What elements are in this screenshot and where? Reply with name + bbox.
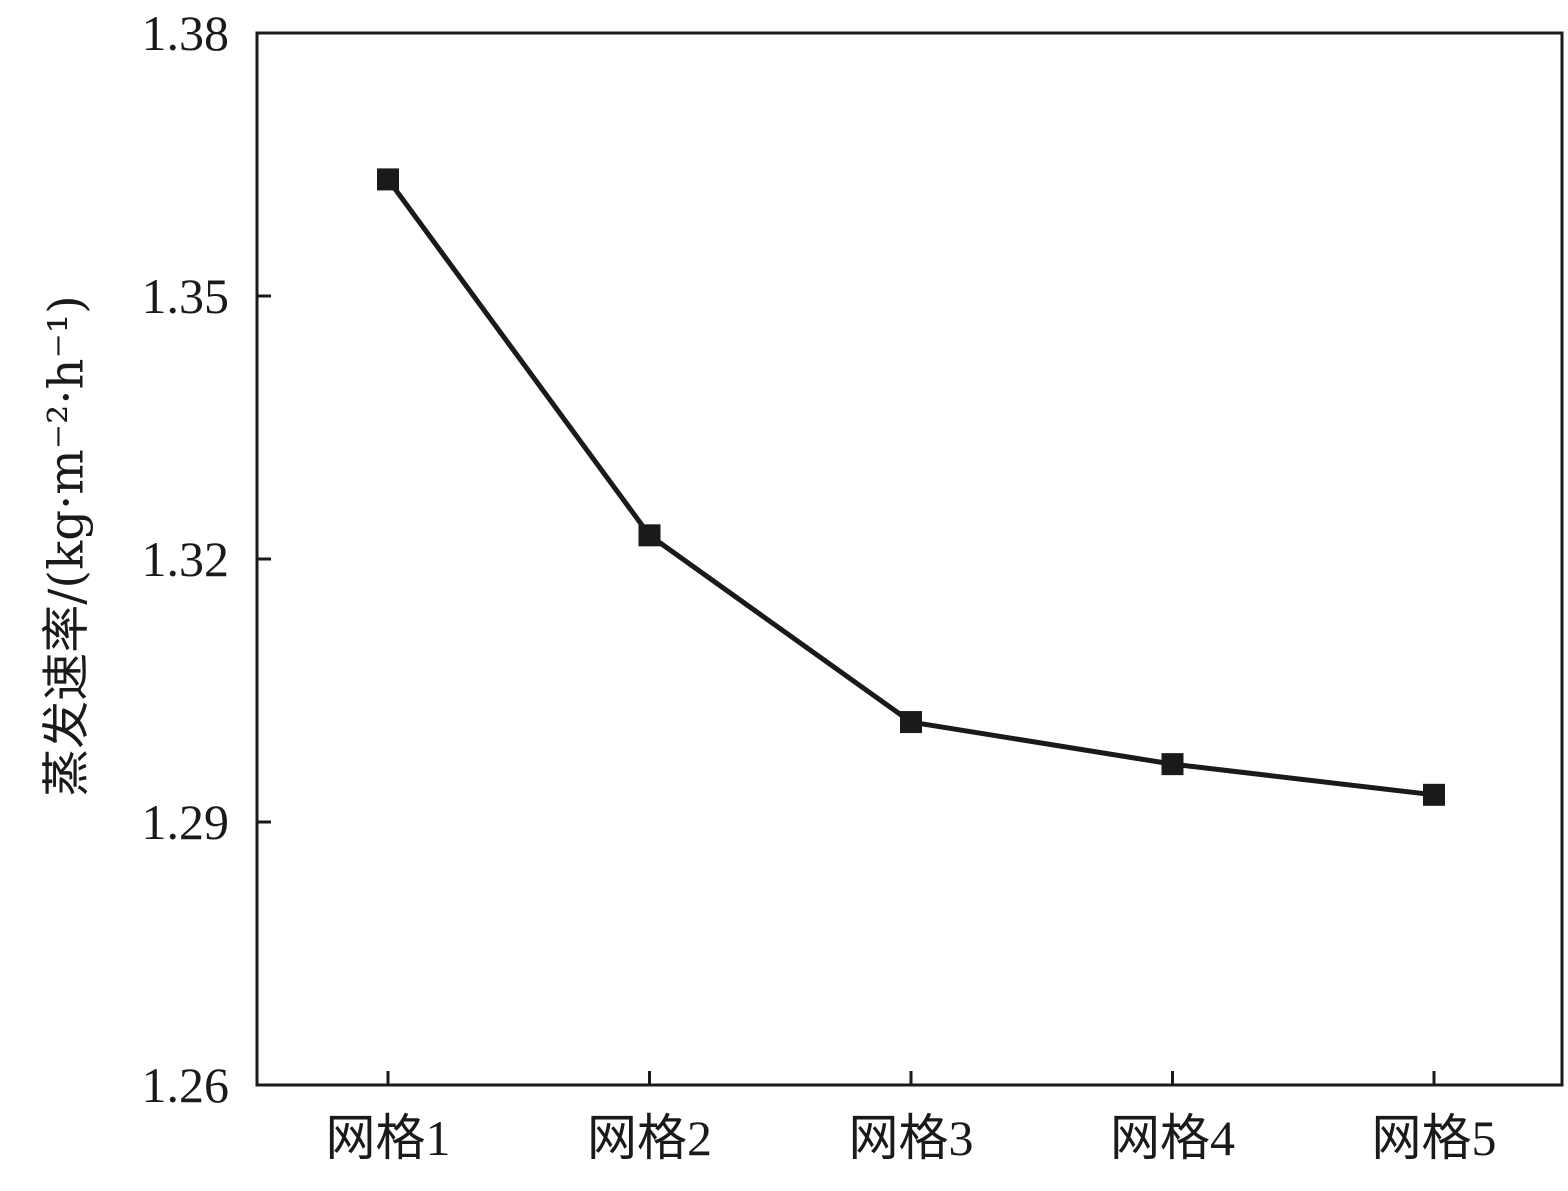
plot-frame bbox=[255, 31, 1564, 1087]
x-tick-label: 网格3 bbox=[849, 1110, 974, 1166]
data-point-marker bbox=[1161, 753, 1184, 776]
x-tick-label: 网格4 bbox=[1110, 1110, 1235, 1166]
data-point-marker bbox=[1423, 783, 1445, 806]
y-tick-label: 1.26 bbox=[142, 1057, 230, 1113]
series-layer bbox=[377, 168, 1445, 806]
data-point-marker bbox=[638, 524, 661, 547]
x-axis: 网格1 网格2 网格3 网格4 网格5 bbox=[326, 1071, 1497, 1166]
y-tick-label: 1.32 bbox=[142, 531, 230, 587]
data-point-marker bbox=[900, 711, 922, 734]
y-tick-label: 1.29 bbox=[142, 794, 230, 850]
x-tick-label: 网格5 bbox=[1372, 1110, 1497, 1166]
x-tick-label: 网格1 bbox=[326, 1110, 451, 1166]
y-axis: 1.26 1.29 1.32 1.35 1.38 bbox=[142, 5, 271, 1113]
y-tick-label: 1.35 bbox=[142, 268, 230, 324]
x-tick-label: 网格2 bbox=[587, 1110, 712, 1166]
data-point-marker bbox=[377, 168, 399, 191]
y-axis-title: 蒸发速率/(kg·m⁻²·h⁻¹) bbox=[39, 295, 95, 797]
series-line bbox=[385, 177, 1435, 798]
y-tick-label: 1.38 bbox=[142, 5, 230, 61]
